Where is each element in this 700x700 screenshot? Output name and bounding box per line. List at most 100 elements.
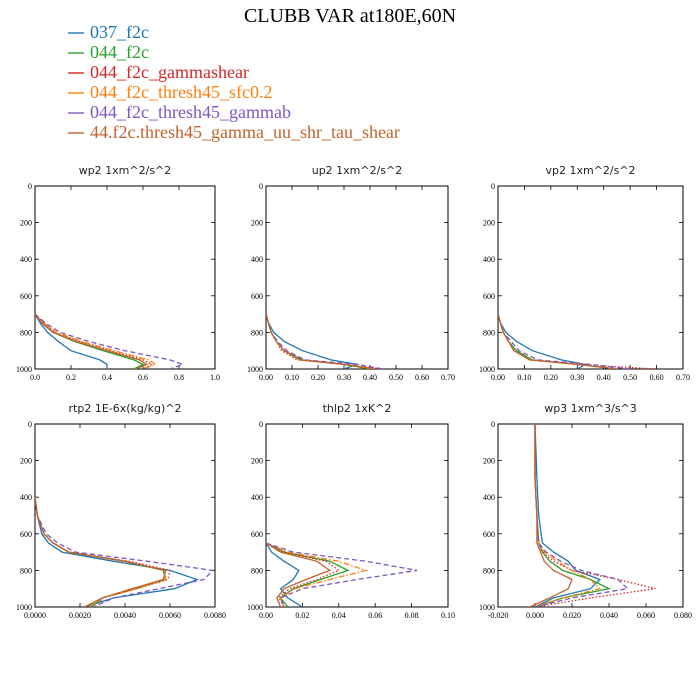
y-tick-label: 600 <box>483 292 495 301</box>
x-tick-label: 0.0080 <box>204 611 226 620</box>
x-tick-label: 0.10 <box>517 373 531 382</box>
plot-frame <box>497 185 684 370</box>
x-tick-label: 0.0040 <box>114 611 136 620</box>
legend-label: 44.f2c.thresh45_gamma_uu_shr_tau_shear <box>90 122 400 142</box>
chart-panels: wp2 1xm^2/s^2 0.0 0.2 0.4 0.6 0.8 1.0 0 200 400 60… <box>16 164 692 620</box>
chart-panel-6: wp3 1xm^3/s^3 -0.020 0.000 0.020 0.040 0.060 0… <box>479 402 692 620</box>
x-tick-label: 1.0 <box>210 373 220 382</box>
x-tick-label: 0.000 <box>526 611 544 620</box>
y-tick-label: 0 <box>259 420 263 429</box>
panel-title: rtp2 1E-6x(kg/kg)^2 <box>69 402 182 415</box>
y-tick-label: 0 <box>28 420 32 429</box>
y-tick-label: 400 <box>483 255 495 264</box>
legend-label: 044_f2c_thresh45_gammab <box>90 102 291 122</box>
series-line-1 <box>35 313 108 369</box>
x-tick-label: 0.0060 <box>159 611 181 620</box>
series-line-1 <box>266 542 303 607</box>
series-line-4 <box>35 313 158 369</box>
x-tick-label: 0.0020 <box>69 611 91 620</box>
series-line-3 <box>35 497 171 607</box>
series-line-6 <box>35 313 149 369</box>
panel-title: wp2 1xm^2/s^2 <box>79 164 172 177</box>
x-tick-label: 0.30 <box>570 373 584 382</box>
x-tick-label: 0.0 <box>30 373 40 382</box>
x-tick-label: 0.08 <box>405 611 419 620</box>
y-tick-label: 400 <box>483 493 495 502</box>
y-tick-label: 600 <box>483 530 495 539</box>
x-tick-label: 0.4 <box>102 373 112 382</box>
series-line-3 <box>534 424 656 607</box>
y-tick-label: 0 <box>491 420 495 429</box>
x-tick-label: 0.20 <box>544 373 558 382</box>
y-tick-label: 400 <box>251 255 263 264</box>
y-tick-label: 800 <box>251 328 263 337</box>
x-tick-label: 0.06 <box>368 611 382 620</box>
y-tick-label: 800 <box>20 328 32 337</box>
x-tick-label: 0.040 <box>600 611 618 620</box>
series-line-2 <box>266 542 350 607</box>
x-tick-label: 0.50 <box>389 373 403 382</box>
figure-title: CLUBB VAR at180E,60N <box>244 5 456 27</box>
legend: 037_f2c044_f2c044_f2c_gammashear044_f2c_… <box>68 22 400 142</box>
legend-entry: 044_f2c_gammashear <box>68 62 249 82</box>
legend-entry: 044_f2c_thresh45_sfc0.2 <box>68 82 272 102</box>
series-line-6 <box>266 542 332 607</box>
legend-label: 044_f2c_thresh45_sfc0.2 <box>90 82 272 102</box>
legend-entry: 44.f2c.thresh45_gamma_uu_shr_tau_shear <box>68 122 400 142</box>
series-line-4 <box>35 497 167 607</box>
y-tick-label: 600 <box>20 292 32 301</box>
y-tick-label: 600 <box>251 292 263 301</box>
panel-title: up2 1xm^2/s^2 <box>312 164 403 177</box>
x-tick-label: 0.020 <box>563 611 581 620</box>
x-tick-label: -0.020 <box>488 611 509 620</box>
y-tick-label: 1000 <box>479 365 495 374</box>
y-tick-label: 200 <box>20 457 32 466</box>
panel-title: wp3 1xm^3/s^3 <box>544 402 637 415</box>
x-tick-label: 0.02 <box>295 611 309 620</box>
legend-entry: 037_f2c <box>68 22 149 42</box>
legend-label: 044_f2c_gammashear <box>90 62 249 82</box>
chart-panel-5: thlp2 1xK^2 0.00 0.02 0.04 0.06 0.08 0.10 0 200 4… <box>247 402 455 620</box>
legend-entry: 044_f2c <box>68 42 149 62</box>
x-tick-label: 0.060 <box>637 611 655 620</box>
plot-frame <box>497 423 684 608</box>
series-group <box>35 497 215 607</box>
legend-label: 044_f2c <box>90 42 149 62</box>
chart-panel-3: vp2 1xm^2/s^2 0.00 0.10 0.20 0.30 0.40 0.50 0.6… <box>479 164 690 382</box>
plot-frame <box>265 185 449 370</box>
x-tick-label: 0.6 <box>138 373 148 382</box>
series-line-1 <box>534 424 601 607</box>
series-line-2 <box>35 497 167 607</box>
y-tick-label: 400 <box>251 493 263 502</box>
y-tick-label: 600 <box>251 530 263 539</box>
panel-title: vp2 1xm^2/s^2 <box>545 164 635 177</box>
legend-label: 037_f2c <box>90 22 149 42</box>
x-tick-label: 0.0000 <box>24 611 46 620</box>
series-line-5 <box>534 424 629 607</box>
x-tick-label: 0.10 <box>441 611 455 620</box>
series-line-3 <box>498 313 657 369</box>
y-tick-label: 1000 <box>16 365 32 374</box>
y-tick-label: 0 <box>491 182 495 191</box>
series-group <box>266 542 418 607</box>
x-tick-label: 0.080 <box>674 611 692 620</box>
series-line-1 <box>35 497 199 607</box>
y-tick-label: 1000 <box>247 603 263 612</box>
series-line-6 <box>266 313 376 369</box>
x-tick-label: 0.50 <box>623 373 637 382</box>
y-tick-label: 200 <box>483 219 495 228</box>
series-group <box>35 313 185 369</box>
y-tick-label: 800 <box>483 328 495 337</box>
y-tick-label: 0 <box>28 182 32 191</box>
chart-panel-2: up2 1xm^2/s^2 0.00 0.10 0.20 0.30 0.40 0.50 0.6… <box>247 164 455 382</box>
x-tick-label: 0.60 <box>415 373 429 382</box>
y-tick-label: 600 <box>20 530 32 539</box>
y-tick-label: 200 <box>251 457 263 466</box>
y-tick-label: 1000 <box>479 603 495 612</box>
x-tick-label: 0.40 <box>363 373 377 382</box>
x-tick-label: 0.00 <box>491 373 505 382</box>
x-tick-label: 0.00 <box>259 373 273 382</box>
x-tick-label: 0.20 <box>311 373 325 382</box>
panel-title: thlp2 1xK^2 <box>323 402 392 415</box>
